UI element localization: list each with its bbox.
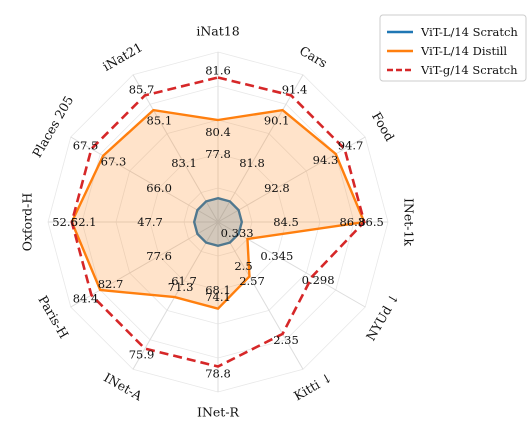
value-label-vit-l-14-distill-inet-1k: 86.3 xyxy=(339,215,365,229)
value-label-vit-g-14-scratch-places-205: 67.5 xyxy=(73,139,99,153)
value-label-vit-l-14-scratch-inet-1k: 84.5 xyxy=(273,215,299,229)
series-vit-g-14-scratch xyxy=(70,76,366,368)
series-layer xyxy=(70,76,366,368)
value-label-vit-l-14-distill-inat18: 80.4 xyxy=(205,125,231,139)
legend-frame xyxy=(379,14,527,82)
axis-label-food: Food xyxy=(369,109,398,143)
axis-label-inet-r: INet-R xyxy=(197,404,240,419)
value-label-vit-g-14-scratch-cars: 91.4 xyxy=(282,82,308,96)
value-label-vit-l-14-distill-inet-a: 71.3 xyxy=(168,280,194,294)
axis-label-inet-1k: INet-1k xyxy=(401,198,416,246)
series-vit-l-14-scratch xyxy=(192,196,244,248)
grid-spoke-nyud xyxy=(217,221,366,308)
grid-spoke-inat21 xyxy=(132,74,219,223)
axis-label-kitti: Kitti ↓ xyxy=(291,370,335,404)
axis-label-paris-h: Paris-H xyxy=(35,293,71,341)
value-label-vit-l-14-distill-inat21: 85.1 xyxy=(147,113,173,127)
value-label-vit-l-14-scratch-inet-r: 68.1 xyxy=(205,283,231,297)
value-label-vit-l-14-scratch-inat21: 83.1 xyxy=(171,156,197,170)
axis-label-nyud: NYUd ↓ xyxy=(363,291,402,344)
grid-spoke-cars xyxy=(217,74,304,223)
value-label-vit-g-14-scratch-nyud: 0.298 xyxy=(302,273,335,287)
value-label-vit-g-14-scratch-inet-r: 78.8 xyxy=(205,366,231,380)
value-label-vit-l-14-scratch-nyud: 0.345 xyxy=(260,249,293,263)
grid-spoke-inet-a xyxy=(132,221,219,370)
value-label-vit-l-14-scratch-inat18: 77.8 xyxy=(205,147,231,161)
grid-spoke-kitti xyxy=(217,221,304,370)
axis-label-places-205: Places 205 xyxy=(29,93,76,160)
value-labels: 77.8 81.8 92.8 84.5 0.345 2.57 68.1 61.7 77.6 47.… xyxy=(52,64,384,381)
grid-spoke-places-205 xyxy=(70,136,219,223)
value-label-vit-l-14-distill-places-205: 67.3 xyxy=(101,155,127,169)
value-label-vit-l-14-distill-nyud: 0.333 xyxy=(221,226,254,240)
value-label-vit-l-14-scratch-oxford-h: 47.7 xyxy=(137,215,163,229)
value-label-vit-l-14-scratch-kitti: 2.57 xyxy=(239,274,265,288)
value-label-vit-l-14-scratch-food: 92.8 xyxy=(264,181,290,195)
axis-label-cars: Cars xyxy=(297,43,330,71)
value-label-vit-l-14-distill-food: 94.3 xyxy=(313,153,339,167)
axis-label-inat21: iNat21 xyxy=(100,39,145,74)
value-label-vit-l-14-distill-kitti: 2.5 xyxy=(234,259,252,273)
legend-label-vit-l14-distill: ViT-L/14 Distill xyxy=(420,44,507,58)
value-label-vit-l-14-distill-oxford-h: 52.1 xyxy=(71,215,97,229)
value-label-vit-l-14-scratch-inet-a: 61.7 xyxy=(171,274,197,288)
value-label-vit-g-14-scratch-food: 94.7 xyxy=(338,139,364,153)
legend: ViT-L/14 Scratch ViT-L/14 Distill ViT-g/… xyxy=(379,14,527,82)
value-label-vit-g-14-scratch-paris-h: 84.4 xyxy=(73,292,99,306)
value-label-vit-g-14-scratch-inet-1k: 86.5 xyxy=(358,215,384,229)
value-label-vit-g-14-scratch-kitti: 2.35 xyxy=(273,333,299,347)
legend-label-vit-l14-scratch: ViT-L/14 Scratch xyxy=(420,25,518,39)
value-label-vit-l-14-scratch-places-205: 66.0 xyxy=(146,181,172,195)
value-label-vit-l-14-distill-inet-r: 74.1 xyxy=(205,290,231,304)
value-label-vit-g-14-scratch-inat18: 81.6 xyxy=(205,64,231,78)
value-label-vit-l-14-distill-paris-h: 82.7 xyxy=(98,277,124,291)
grid-spoke-paris-h xyxy=(70,221,219,308)
grid-layer xyxy=(47,51,389,393)
value-label-vit-l-14-scratch-cars: 81.8 xyxy=(239,156,265,170)
value-label-vit-g-14-scratch-inet-a: 75.9 xyxy=(129,348,155,362)
value-label-vit-l-14-scratch-paris-h: 77.6 xyxy=(146,249,172,263)
series-vit-l-14-distill xyxy=(70,108,366,311)
axis-label-oxford-h: Oxford-H xyxy=(20,193,35,252)
axis-label-inat18: iNat18 xyxy=(196,24,239,39)
value-label-vit-g-14-scratch-inat21: 85.7 xyxy=(129,82,155,96)
axis-label-inet-a: INet-A xyxy=(101,370,145,404)
value-label-vit-g-14-scratch-oxford-h: 52.6 xyxy=(52,215,78,229)
grid-spoke-food xyxy=(217,136,366,223)
legend-label-vit-g14-scratch: ViT-g/14 Scratch xyxy=(420,63,518,77)
value-label-vit-l-14-distill-cars: 90.1 xyxy=(264,113,290,127)
